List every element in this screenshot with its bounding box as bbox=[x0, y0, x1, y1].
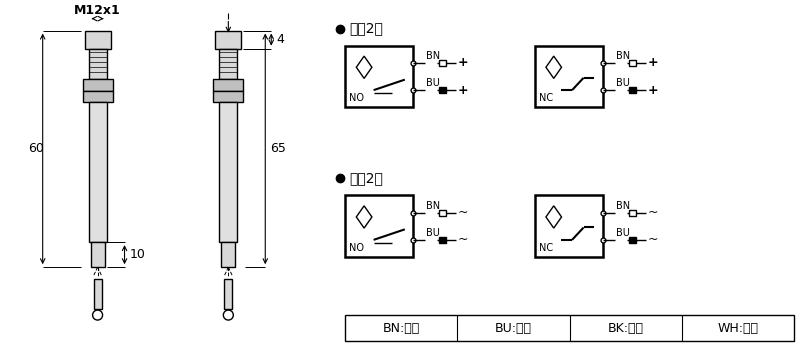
Text: 60: 60 bbox=[28, 143, 44, 155]
Polygon shape bbox=[546, 206, 562, 228]
Text: NO: NO bbox=[349, 94, 364, 103]
Text: BN: BN bbox=[615, 51, 630, 61]
Text: ~: ~ bbox=[458, 233, 468, 246]
Bar bbox=[534, 195, 602, 257]
Text: ~: ~ bbox=[647, 206, 658, 219]
Text: ~: ~ bbox=[647, 233, 658, 246]
Text: BU:兰色: BU:兰色 bbox=[495, 321, 532, 334]
Bar bbox=[82, 90, 113, 102]
Bar bbox=[94, 279, 102, 309]
Bar bbox=[629, 210, 635, 216]
Bar bbox=[224, 279, 232, 309]
Circle shape bbox=[223, 310, 234, 320]
Bar bbox=[222, 242, 235, 267]
Text: BN: BN bbox=[426, 201, 440, 210]
Polygon shape bbox=[356, 206, 372, 228]
Polygon shape bbox=[546, 56, 562, 78]
Text: BN: BN bbox=[426, 51, 440, 61]
Bar bbox=[89, 49, 106, 78]
Bar bbox=[439, 87, 446, 93]
Text: BU: BU bbox=[426, 78, 440, 88]
Text: BN: BN bbox=[615, 201, 630, 210]
Bar bbox=[534, 46, 602, 107]
Bar bbox=[629, 60, 635, 66]
Text: WH:白色: WH:白色 bbox=[718, 321, 758, 334]
Bar bbox=[215, 31, 242, 49]
Text: +: + bbox=[647, 84, 658, 97]
Circle shape bbox=[93, 310, 102, 320]
Text: BN:棕色: BN:棕色 bbox=[382, 321, 420, 334]
Bar bbox=[439, 60, 446, 66]
Text: 交流2线: 交流2线 bbox=[349, 171, 383, 186]
Bar bbox=[629, 237, 635, 243]
Text: +: + bbox=[458, 56, 469, 69]
Text: BU: BU bbox=[426, 228, 440, 238]
Bar bbox=[345, 46, 413, 107]
Text: 65: 65 bbox=[270, 143, 286, 155]
Text: NO: NO bbox=[349, 243, 364, 253]
Bar bbox=[219, 102, 238, 242]
Text: 10: 10 bbox=[130, 248, 146, 261]
Text: NC: NC bbox=[538, 94, 553, 103]
Text: +: + bbox=[647, 56, 658, 69]
Text: BU: BU bbox=[615, 228, 630, 238]
Text: NC: NC bbox=[538, 243, 553, 253]
Text: 4: 4 bbox=[276, 33, 284, 46]
Text: BU: BU bbox=[615, 78, 630, 88]
Text: M12x1: M12x1 bbox=[74, 4, 121, 17]
Polygon shape bbox=[356, 56, 372, 78]
Bar bbox=[219, 49, 238, 78]
Bar bbox=[89, 102, 106, 242]
Text: +: + bbox=[458, 84, 469, 97]
Text: 直流2线: 直流2线 bbox=[349, 21, 383, 36]
Bar bbox=[629, 87, 635, 93]
Text: ~: ~ bbox=[458, 206, 468, 219]
Bar bbox=[439, 210, 446, 216]
Bar bbox=[82, 78, 113, 90]
Bar bbox=[214, 90, 243, 102]
Text: BK:黑色: BK:黑色 bbox=[608, 321, 644, 334]
Bar bbox=[345, 315, 794, 341]
Bar bbox=[85, 31, 110, 49]
Bar bbox=[90, 242, 105, 267]
Bar bbox=[439, 237, 446, 243]
Bar bbox=[214, 78, 243, 90]
Bar bbox=[345, 195, 413, 257]
